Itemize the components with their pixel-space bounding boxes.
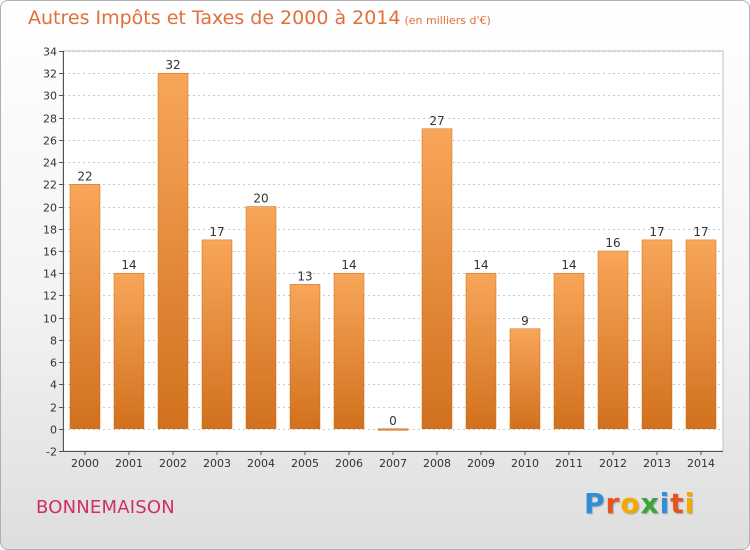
- bar-value-label: 14: [121, 258, 136, 272]
- city-name: BONNEMAISON: [36, 497, 175, 518]
- chart-title: Autres Impôts et Taxes de 2000 à 2014 (en…: [28, 7, 491, 29]
- bar: [157, 72, 189, 430]
- bar-value-label: 14: [473, 258, 488, 272]
- logo-letter: i: [659, 487, 671, 520]
- bar-value-label: 20: [253, 192, 268, 206]
- bar-value-label: 22: [77, 169, 92, 183]
- bar: [333, 272, 365, 430]
- bar-value-label: 14: [341, 258, 356, 272]
- logo-letter: o: [620, 487, 641, 520]
- y-tick-label: 4: [50, 379, 57, 392]
- bar-value-label: 17: [209, 225, 224, 239]
- logo-letter: P: [584, 487, 606, 520]
- y-tick-label: 26: [43, 135, 57, 148]
- y-tick-label: 18: [43, 224, 57, 237]
- x-tick-label: 2000: [71, 457, 99, 470]
- logo-letter: x: [640, 487, 660, 520]
- bar: [509, 328, 541, 430]
- logo-letter: i: [684, 487, 696, 520]
- x-tick-label: 2010: [511, 457, 539, 470]
- chart-unit-label: (en milliers d'€): [404, 14, 491, 27]
- bar-value-label: 32: [165, 58, 180, 72]
- bar: [201, 239, 233, 430]
- x-tick-label: 2014: [687, 457, 715, 470]
- y-tick-label: 30: [43, 90, 57, 103]
- x-tick-label: 2008: [423, 457, 451, 470]
- x-tick-label: 2004: [247, 457, 275, 470]
- y-tick-label: 0: [50, 424, 57, 437]
- y-tick-label: 32: [43, 68, 57, 81]
- x-tick-label: 2013: [643, 457, 671, 470]
- bar: [113, 272, 145, 430]
- x-tick-label: 2001: [115, 457, 143, 470]
- y-tick-label: 22: [43, 179, 57, 192]
- bar-value-label: 13: [297, 269, 312, 283]
- x-tick-label: 2005: [291, 457, 319, 470]
- bar-value-label: 27: [429, 114, 444, 128]
- x-tick-label: 2012: [599, 457, 627, 470]
- bar-value-label: 17: [693, 225, 708, 239]
- x-tick-label: 2006: [335, 457, 363, 470]
- x-tick-label: 2009: [467, 457, 495, 470]
- y-tick-label: 2: [50, 402, 57, 415]
- y-tick-label: -2: [46, 446, 57, 459]
- bar: [597, 250, 629, 430]
- y-tick-label: 20: [43, 202, 57, 215]
- y-tick-label: 12: [43, 290, 57, 303]
- y-tick-label: 6: [50, 357, 57, 370]
- y-tick-label: 14: [43, 268, 57, 281]
- bar: [465, 272, 497, 430]
- proxiti-logo: Proxiti: [584, 487, 695, 520]
- bar: [685, 239, 717, 430]
- bar-value-label: 0: [389, 414, 397, 428]
- x-tick-label: 2011: [555, 457, 583, 470]
- bar: [245, 206, 277, 430]
- logo-letter: r: [605, 487, 621, 520]
- bar: [553, 272, 585, 430]
- y-tick-label: 28: [43, 113, 57, 126]
- bar: [289, 284, 321, 430]
- x-tick-label: 2003: [203, 457, 231, 470]
- bar: [641, 239, 673, 430]
- y-tick-label: 34: [43, 46, 57, 59]
- y-tick-label: 8: [50, 335, 57, 348]
- logo-letter: t: [670, 487, 685, 520]
- bar-value-label: 17: [649, 225, 664, 239]
- chart-title-text: Autres Impôts et Taxes de 2000 à 2014: [28, 7, 401, 29]
- bar-value-label: 9: [521, 314, 529, 328]
- x-tick-label: 2002: [159, 457, 187, 470]
- bar-value-label: 14: [561, 258, 576, 272]
- x-tick-label: 2007: [379, 457, 407, 470]
- bar: [421, 128, 453, 430]
- y-tick-label: 24: [43, 157, 57, 170]
- bar-value-label: 16: [605, 236, 620, 250]
- y-tick-label: 10: [43, 313, 57, 326]
- y-tick-label: 16: [43, 246, 57, 259]
- bar: [69, 184, 101, 430]
- bar: [377, 428, 409, 431]
